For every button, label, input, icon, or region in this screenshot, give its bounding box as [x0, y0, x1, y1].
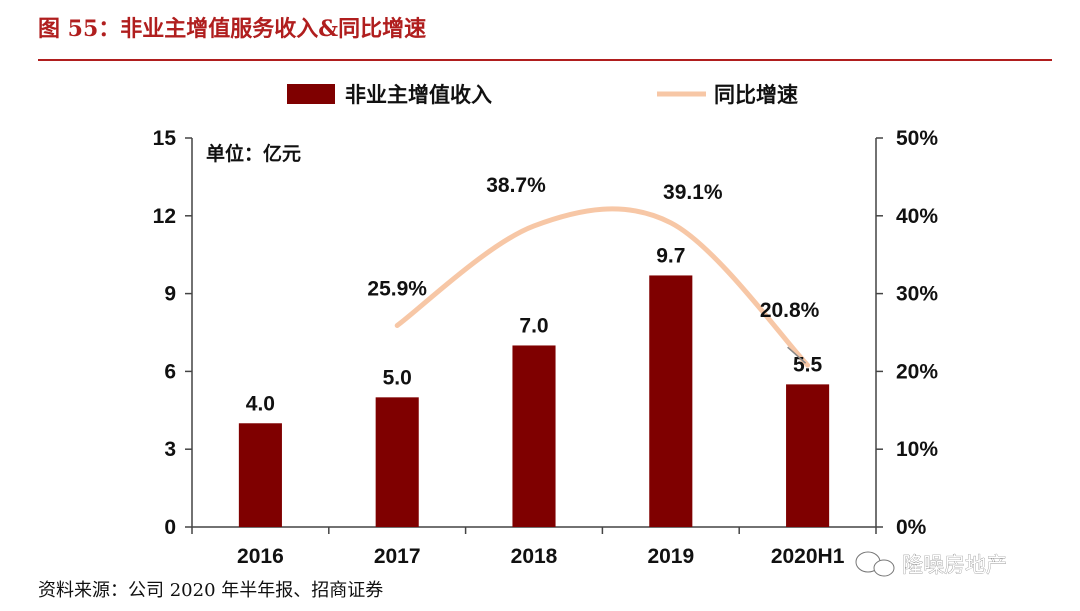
growth-value-label: 38.7% [486, 174, 546, 197]
x-tick-label: 2017 [374, 545, 421, 568]
y-right-tick-label: 30% [896, 283, 938, 306]
y-right-tick-label: 0% [896, 516, 927, 539]
y-right-tick-label: 50% [896, 127, 938, 150]
x-tick-label: 2020H1 [771, 545, 845, 568]
bar [375, 397, 419, 527]
wechat-icon [855, 551, 895, 577]
legend-line-label: 同比增速 [714, 83, 798, 107]
line-series [394, 206, 811, 368]
bar [786, 384, 830, 527]
bar [512, 345, 556, 527]
watermark-text: 隆噪房地产 [902, 553, 1007, 577]
bar-value-label: 5.0 [383, 366, 412, 389]
bar [238, 423, 282, 527]
growth-line [394, 206, 811, 368]
bar-value-label: 7.0 [519, 314, 548, 337]
unit-label: 单位：亿元 [206, 142, 301, 165]
bar-value-label: 9.7 [656, 244, 685, 267]
legend-bar-label: 非业主增值收入 [345, 83, 492, 107]
figure-title: 图 55：非业主增值服务收入&同比增速 [38, 16, 426, 42]
bar [649, 275, 693, 527]
source-note: 资料来源：公司 2020 年半年报、招商证券 [38, 580, 383, 601]
y-left-tick-label: 15 [153, 127, 177, 150]
growth-value-label: 20.8% [760, 299, 820, 322]
bar-series [238, 275, 830, 527]
label-leader-line [787, 346, 807, 364]
x-tick-label: 2018 [511, 545, 558, 568]
legend: 非业主增值收入 同比增速 [287, 83, 798, 107]
legend-bar-swatch [287, 84, 335, 104]
watermark: 隆噪房地产 [855, 551, 1007, 577]
growth-value-label: 25.9% [367, 277, 427, 300]
y-right-tick-label: 10% [896, 438, 938, 461]
y-left-tick-label: 6 [164, 360, 176, 383]
y-right-tick-label: 20% [896, 360, 938, 383]
x-tick-label: 2019 [647, 545, 694, 568]
x-tick-label: 2016 [237, 545, 284, 568]
growth-value-label: 39.1% [663, 181, 723, 204]
data-labels: 4.05.07.09.75.525.9%38.7% 39.1%20.8% [246, 174, 823, 415]
y-left-tick-label: 0 [164, 516, 176, 539]
y-left-tick-label: 9 [164, 283, 176, 306]
axes: 0 3 6 9 12 15 0% 10% 20% 30% 40% 50% 2016 2017 2018 201… [153, 127, 939, 568]
bar-value-label: 4.0 [246, 392, 275, 415]
y-left-tick-label: 12 [153, 205, 176, 228]
y-left-tick-label: 3 [164, 438, 176, 461]
y-right-tick-label: 40% [896, 205, 938, 228]
